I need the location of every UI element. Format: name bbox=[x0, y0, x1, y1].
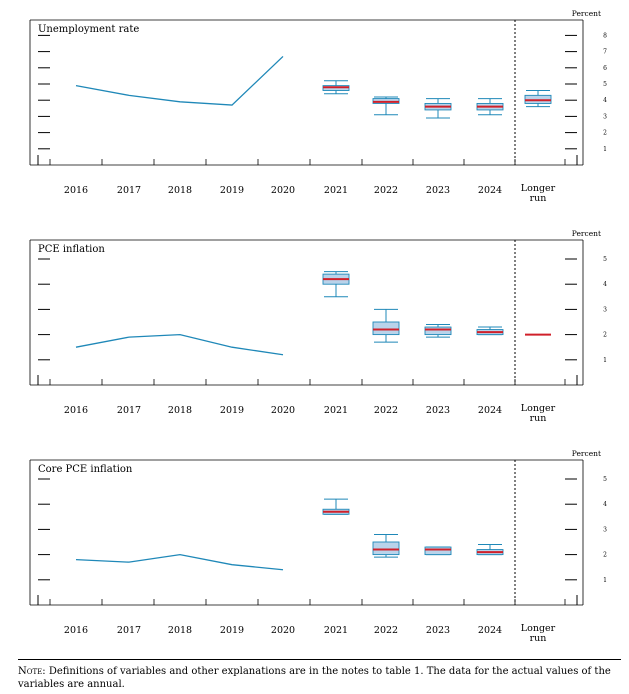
iqr-box bbox=[372, 541, 400, 556]
x-label-2020: 2020 bbox=[271, 405, 295, 416]
y-tick-label: 1 bbox=[603, 577, 607, 584]
x-label-2019: 2019 bbox=[220, 185, 244, 196]
y-tick-label: 8 bbox=[603, 32, 607, 39]
y-tick-label: 6 bbox=[603, 65, 607, 72]
projection-2023 bbox=[424, 98, 452, 119]
x-label-2016: 2016 bbox=[64, 185, 88, 196]
x-label-2020: 2020 bbox=[271, 625, 295, 636]
projection-2023 bbox=[424, 324, 452, 338]
x-label-2020: 2020 bbox=[271, 185, 295, 196]
footnote-prefix: Note: bbox=[18, 666, 46, 677]
unit-label: Percent bbox=[572, 449, 601, 458]
y-tick-label: 5 bbox=[603, 81, 607, 88]
x-label-2021: 2021 bbox=[324, 405, 348, 416]
x-label-longer-line1: Longer bbox=[521, 183, 556, 194]
x-label-2022: 2022 bbox=[374, 185, 398, 196]
projection-2022 bbox=[372, 96, 400, 116]
y-tick-label: 3 bbox=[603, 526, 607, 533]
x-label-2021: 2021 bbox=[324, 185, 348, 196]
x-label-2024: 2024 bbox=[478, 625, 502, 636]
y-tick-label: 3 bbox=[603, 306, 607, 313]
x-label-2018: 2018 bbox=[168, 185, 192, 196]
x-label-longer-run: Longer run bbox=[521, 403, 556, 424]
x-label-2019: 2019 bbox=[220, 625, 244, 636]
y-tick-label: 2 bbox=[603, 552, 607, 559]
y-tick-label: 1 bbox=[603, 357, 607, 364]
chart-panel-2: Percent PCE inflation 1 2 3 4 5 2016 2017 2018 201… bbox=[29, 229, 607, 424]
x-label-2017: 2017 bbox=[117, 185, 141, 196]
chart-panel-3: Percent Core PCE inflation 1 2 3 4 5 2016 2017 20… bbox=[29, 449, 607, 644]
y-tick-label: 5 bbox=[603, 476, 607, 483]
chart-title: Unemployment rate bbox=[38, 24, 139, 35]
x-label-2023: 2023 bbox=[426, 405, 450, 416]
unit-label: Percent bbox=[572, 9, 601, 18]
y-tick-label: 5 bbox=[603, 256, 607, 263]
chart-title: Core PCE inflation bbox=[38, 464, 133, 475]
x-label-2023: 2023 bbox=[426, 625, 450, 636]
x-label-2019: 2019 bbox=[220, 405, 244, 416]
x-label-2023: 2023 bbox=[426, 185, 450, 196]
x-label-longer-line2: run bbox=[530, 193, 547, 204]
x-label-2022: 2022 bbox=[374, 625, 398, 636]
chart-title: PCE inflation bbox=[38, 244, 105, 255]
x-label-longer-line2: run bbox=[530, 413, 547, 424]
x-label-longer-line1: Longer bbox=[521, 403, 556, 414]
projection-2024 bbox=[476, 544, 504, 556]
x-label-2022: 2022 bbox=[374, 405, 398, 416]
x-label-longer-line2: run bbox=[530, 633, 547, 644]
history-line bbox=[75, 55, 284, 106]
x-label-longer-line1: Longer bbox=[521, 623, 556, 634]
x-label-2017: 2017 bbox=[117, 625, 141, 636]
y-tick-label: 2 bbox=[603, 130, 607, 137]
projection-2022 bbox=[372, 308, 400, 343]
x-label-2024: 2024 bbox=[478, 405, 502, 416]
y-tick-label: 2 bbox=[603, 332, 607, 339]
y-tick-label: 1 bbox=[603, 146, 607, 153]
chart-panel-1: Percent Unemployment rate 1 2 3 4 5 6 7 8 2016 2017… bbox=[29, 9, 607, 204]
x-label-2018: 2018 bbox=[168, 625, 192, 636]
projection-longer-run bbox=[524, 89, 552, 108]
x-label-longer-run: Longer run bbox=[521, 623, 556, 644]
y-tick-label: 7 bbox=[603, 49, 607, 56]
x-label-2021: 2021 bbox=[324, 625, 348, 636]
history-line bbox=[75, 553, 284, 571]
iqr-box bbox=[424, 326, 452, 336]
projection-2021 bbox=[322, 271, 350, 298]
y-tick-label: 3 bbox=[603, 113, 607, 120]
y-tick-label: 4 bbox=[603, 281, 607, 288]
footnote: Note: Definitions of variables and other… bbox=[18, 665, 618, 691]
history-line bbox=[75, 333, 284, 356]
x-label-2016: 2016 bbox=[64, 625, 88, 636]
footnote-text: Definitions of variables and other expla… bbox=[18, 666, 611, 690]
iqr-box bbox=[372, 321, 400, 336]
footnote-rule bbox=[18, 659, 621, 660]
x-label-2016: 2016 bbox=[64, 405, 88, 416]
unit-label: Percent bbox=[572, 229, 601, 238]
x-label-2024: 2024 bbox=[478, 185, 502, 196]
projection-2022 bbox=[372, 533, 400, 558]
y-tick-label: 4 bbox=[603, 501, 607, 508]
x-label-longer-run: Longer run bbox=[521, 183, 556, 204]
projection-2024 bbox=[476, 98, 504, 116]
y-tick-label: 4 bbox=[603, 97, 607, 104]
projection-2023 bbox=[424, 546, 452, 556]
projection-2021 bbox=[322, 80, 350, 95]
x-label-2018: 2018 bbox=[168, 405, 192, 416]
projection-2021 bbox=[322, 498, 350, 515]
iqr-box bbox=[424, 546, 452, 556]
projection-2024 bbox=[476, 326, 504, 336]
x-label-2017: 2017 bbox=[117, 405, 141, 416]
